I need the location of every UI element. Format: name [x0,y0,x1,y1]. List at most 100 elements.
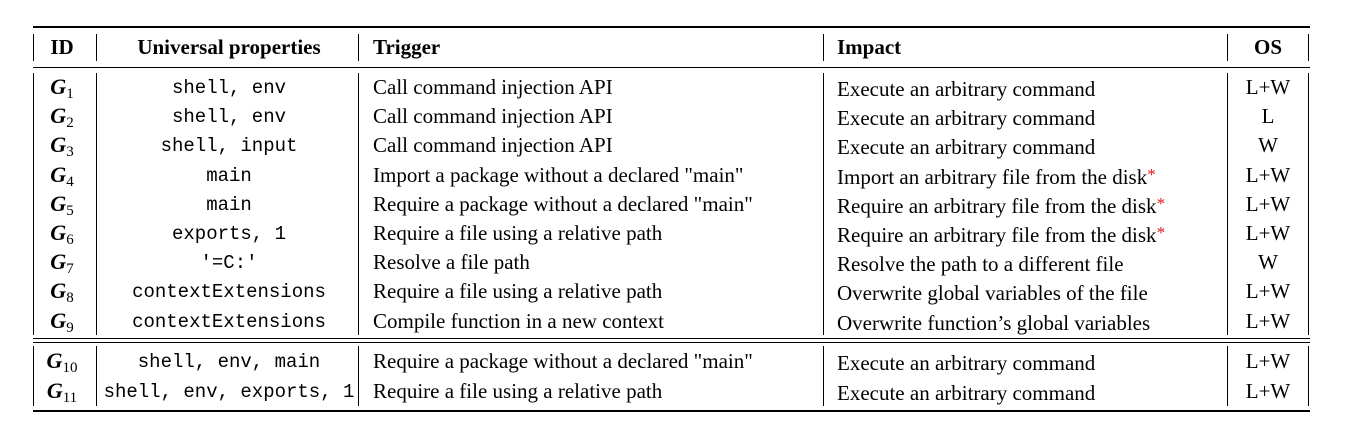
row-id: G6 [33,221,91,252]
row-trigger: Require a file using a relative path [373,379,663,403]
bottom-rule [33,410,1310,412]
row-os: L+W [1245,163,1291,187]
row-impact: Execute an arbitrary command [837,349,1095,375]
column-divider [823,34,824,61]
row-impact: Overwrite function’s global variables [837,309,1150,335]
row-trigger: Resolve a file path [373,250,530,274]
row-universal-properties: shell, env, main [137,351,321,373]
column-divider [1308,73,1309,335]
row-impact: Resolve the path to a different file [837,250,1124,276]
row-trigger: Require a file using a relative path [373,279,663,303]
row-id-letter: G [50,191,67,216]
row-os: L+W [1245,309,1291,333]
row-id: G5 [33,192,91,223]
group-separator-rule-2 [33,342,1310,343]
row-universal-properties: main [206,165,252,187]
column-divider [358,73,359,335]
footnote-asterisk: * [1147,165,1156,184]
header-id: ID [50,35,74,59]
row-trigger: Call command injection API [373,104,613,128]
header-rule [33,67,1310,68]
row-id: G10 [33,349,91,380]
row-id-subscript: 10 [62,360,78,376]
column-divider [358,346,359,406]
row-id-subscript: 8 [66,290,74,306]
row-impact-text: Execute an arbitrary command [837,351,1096,375]
row-os: W [1258,250,1278,274]
row-impact-text: Execute an arbitrary command [837,135,1096,159]
row-os: L [1261,104,1275,128]
row-trigger: Call command injection API [373,75,613,99]
row-impact-text: Import an arbitrary file from the disk [837,165,1148,189]
column-divider [96,34,97,61]
row-id: G11 [33,379,91,410]
row-os: L+W [1245,279,1291,303]
column-divider [1308,346,1309,406]
row-trigger: Compile function in a new context [373,309,665,333]
header-os: OS [1253,35,1282,59]
top-rule [33,26,1310,28]
row-universal-properties: shell, input [160,135,298,157]
row-os: W [1258,133,1278,157]
row-id-letter: G [50,308,67,333]
column-divider [33,346,34,406]
row-id: G7 [33,250,91,281]
row-id-letter: G [50,249,67,274]
row-universal-properties: main [206,194,252,216]
row-id-subscript: 7 [66,261,74,277]
row-impact: Execute an arbitrary command [837,75,1095,101]
column-divider [823,346,824,406]
row-impact-text: Execute an arbitrary command [837,77,1096,101]
row-os: L+W [1245,221,1291,245]
row-impact-text: Resolve the path to a different file [837,252,1124,276]
row-trigger: Import a package without a declared "mai… [373,163,744,187]
row-impact-text: Require an arbitrary file from the disk [837,223,1157,247]
header-impact: Impact [837,35,902,59]
row-impact: Import an arbitrary file from the disk* [837,163,1156,189]
group-separator-rule-1 [33,338,1310,339]
row-impact: Execute an arbitrary command [837,133,1095,159]
row-id-letter: G [50,74,67,99]
row-universal-properties: contextExtensions [132,311,326,333]
row-id-subscript: 11 [62,390,78,406]
row-universal-properties: '=C:' [200,252,258,274]
row-universal-properties: shell, env [171,106,287,128]
row-os: L+W [1245,192,1291,216]
row-impact-text: Execute an arbitrary command [837,381,1096,405]
row-id-subscript: 1 [66,86,74,102]
row-id-letter: G [50,220,67,245]
row-os: L+W [1245,349,1291,373]
footnote-asterisk: * [1156,194,1166,213]
row-id-subscript: 2 [66,115,74,131]
column-divider [33,34,34,61]
row-universal-properties: shell, env, exports, 1 [103,381,355,403]
row-id-letter: G [46,378,63,403]
row-id-letter: G [50,162,67,187]
row-impact: Require an arbitrary file from the disk* [837,192,1165,218]
row-impact-text: Require an arbitrary file from the disk [837,194,1157,218]
row-id-subscript: 9 [66,320,74,336]
row-trigger: Require a file using a relative path [373,221,663,245]
row-id-subscript: 6 [66,232,74,248]
row-trigger: Call command injection API [373,133,613,157]
row-id-letter: G [50,132,67,157]
row-id-subscript: 4 [66,174,74,190]
footnote-asterisk: * [1156,223,1166,242]
row-id: G4 [33,163,91,194]
row-impact: Execute an arbitrary command [837,379,1095,405]
header-universal-properties: Universal properties [137,35,321,59]
row-id: G8 [33,279,91,310]
row-id-subscript: 5 [66,203,74,219]
row-id-letter: G [50,278,67,303]
column-divider [823,73,824,335]
row-universal-properties: contextExtensions [132,281,326,303]
row-universal-properties: exports, 1 [171,223,287,245]
row-id: G9 [33,309,91,340]
row-id-letter: G [50,103,67,128]
row-os: L+W [1245,75,1291,99]
row-trigger: Require a package without a declared "ma… [373,349,753,373]
column-divider [358,34,359,61]
row-os: L+W [1245,379,1291,403]
column-divider [1227,346,1228,406]
row-impact-text: Overwrite global variables of the file [837,281,1148,305]
